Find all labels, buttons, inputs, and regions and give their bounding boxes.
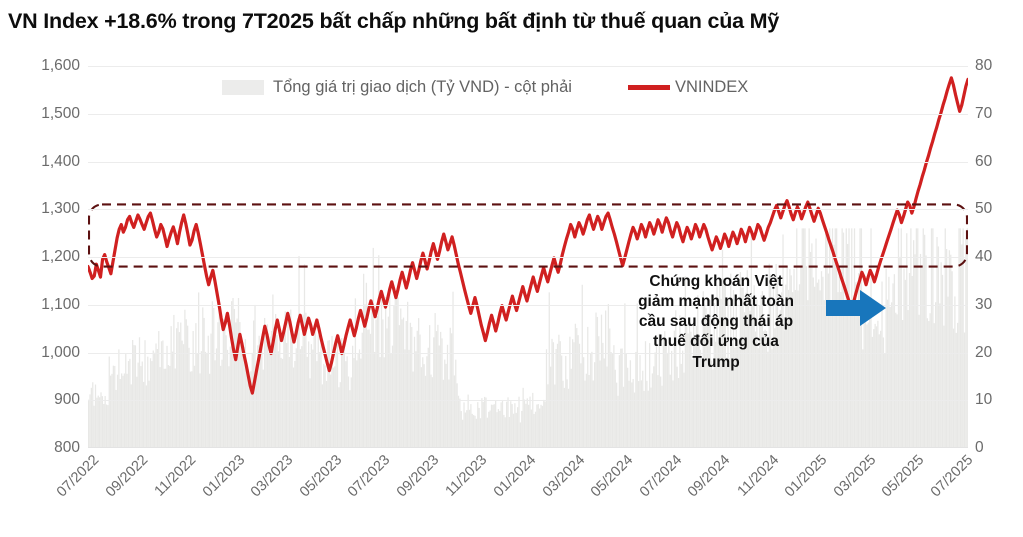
chart-legend: Tổng giá trị giao dịch (Tỷ VND) - cột ph… (222, 78, 748, 97)
y-axis-tick-right: 40 (975, 248, 993, 265)
highlight-box (88, 203, 968, 268)
volume-swatch-icon (222, 80, 264, 95)
annotation-line-3: cầu sau động thái áp (638, 313, 794, 331)
gridline (88, 352, 968, 354)
y-axis-tick-right: 70 (975, 104, 993, 122)
left-axis-labels: 800 900 1,000 1,100 1,200 1,300 1,400 1,500 1,60… (0, 57, 80, 456)
x-axis-labels: 07/2022 09/2022 11/2022 01/2023 03/2023 05/20… (54, 452, 976, 537)
y-axis-tick-left: 800 (54, 439, 80, 456)
right-axis-labels: 0 10 20 30 40 50 60 70 80 (975, 57, 1023, 456)
y-axis-tick-left: 900 (54, 391, 80, 409)
volume-bar-series (88, 228, 968, 448)
y-axis-tick-left: 1,300 (41, 200, 80, 218)
annotation-line-5: Trump (692, 353, 740, 371)
gridline (88, 161, 968, 163)
y-axis-tick-right: 50 (975, 200, 993, 218)
y-axis-tick-left: 1,100 (41, 295, 80, 313)
annotation-line-1: Chứng khoán Việt (649, 273, 783, 290)
annotation-line-2: giảm mạnh nhất toàn (638, 293, 794, 311)
gridline (88, 400, 968, 402)
crash-annotation: Chứng khoán Việt giảm mạnh nhất toàn cầu… (608, 272, 824, 373)
y-axis-tick-left: 1,200 (41, 248, 80, 265)
y-axis-tick-left: 1,600 (41, 57, 80, 74)
vnindex-line-series (88, 76, 968, 395)
y-axis-tick-right: 60 (975, 152, 993, 170)
y-axis-tick-left: 1,500 (41, 104, 80, 122)
gridline (88, 113, 968, 115)
legend-label-vnindex: VNINDEX (674, 78, 749, 96)
y-axis-tick-right: 80 (975, 57, 993, 74)
vnindex-line-icon (627, 85, 670, 90)
legend-item-volume[interactable]: Tổng giá trị giao dịch (Tỷ VND) - cột ph… (222, 78, 572, 97)
y-axis-tick-right: 30 (975, 295, 993, 313)
axis-baseline (88, 447, 968, 448)
annotation-line-4: thuế đối ứng của (653, 333, 779, 351)
y-axis-tick-right: 0 (975, 439, 984, 456)
gridline (88, 66, 968, 67)
gridline (88, 304, 968, 306)
arrow-right-icon (826, 290, 886, 326)
y-axis-tick-left: 1,000 (41, 343, 80, 361)
plot-area (88, 66, 968, 448)
y-axis-tick-left: 1,400 (41, 152, 80, 170)
legend-item-vnindex[interactable]: VNINDEX (627, 78, 749, 97)
page-title: VN Index +18.6% trong 7T2025 bất chấp nh… (8, 9, 780, 33)
gridline (88, 209, 968, 211)
gridline (88, 257, 968, 258)
legend-label-volume: Tổng giá trị giao dịch (Tỷ VND) - cột ph… (273, 78, 572, 96)
chart-canvas (88, 76, 968, 448)
y-axis-tick-right: 10 (975, 391, 993, 409)
y-axis-tick-right: 20 (975, 343, 993, 361)
